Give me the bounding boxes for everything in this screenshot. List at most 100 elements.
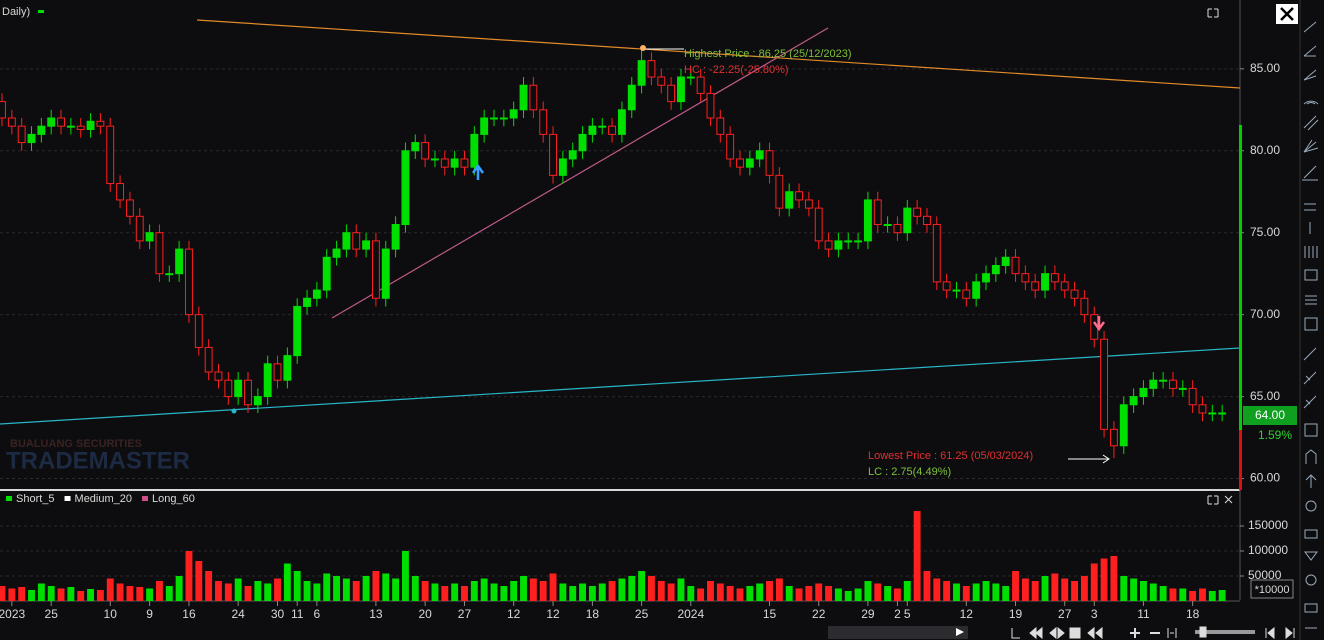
candle-body bbox=[1109, 428, 1118, 447]
volume-bar bbox=[834, 588, 842, 601]
candle-fill bbox=[884, 224, 892, 226]
nav-forward[interactable] bbox=[1087, 626, 1103, 640]
tool-hline[interactable] bbox=[1304, 203, 1316, 211]
tool-filter[interactable] bbox=[1304, 551, 1318, 561]
x-tick-label: 2024 bbox=[677, 607, 704, 621]
volume-bar bbox=[884, 586, 892, 601]
zoom-thumb[interactable] bbox=[1199, 626, 1207, 638]
tool-settings[interactable] bbox=[1305, 500, 1317, 512]
toolbar bbox=[1302, 21, 1319, 629]
y-tick-label: 75.00 bbox=[1250, 225, 1280, 239]
candle-fill bbox=[500, 117, 508, 119]
volume-bar bbox=[283, 563, 291, 601]
candle-fill bbox=[1179, 388, 1187, 390]
volume-bar bbox=[746, 586, 754, 601]
candles bbox=[0, 48, 1227, 459]
volume-bar bbox=[146, 588, 154, 601]
candle-body bbox=[529, 84, 538, 111]
candle-fill bbox=[382, 249, 390, 299]
volume-bar bbox=[1110, 556, 1118, 601]
zoom-slider[interactable] bbox=[1195, 630, 1255, 634]
tool-line[interactable] bbox=[1303, 21, 1317, 33]
volume-bar bbox=[18, 587, 26, 601]
close-icon bbox=[1280, 7, 1294, 21]
candle-body bbox=[942, 281, 951, 291]
candle-body bbox=[371, 240, 380, 299]
lowest-label: Lowest Price : 61.25 (05/03/2024) bbox=[868, 450, 1033, 462]
tool-grid[interactable] bbox=[1304, 269, 1318, 281]
x-tick-label: 2 bbox=[894, 607, 901, 621]
volume-bar bbox=[165, 586, 173, 601]
volume-bar bbox=[362, 576, 370, 601]
volume-maximize-icon[interactable] bbox=[1207, 495, 1219, 505]
volume-bar bbox=[234, 578, 242, 601]
candle-fill bbox=[1208, 412, 1216, 414]
candle-body bbox=[1080, 297, 1089, 316]
candle-fill bbox=[834, 240, 842, 250]
candle-fill bbox=[1218, 412, 1226, 414]
maximize-icon[interactable] bbox=[1207, 8, 1219, 18]
volume-bar bbox=[756, 583, 764, 601]
tool-trend[interactable] bbox=[1302, 165, 1318, 181]
zoom-reset[interactable] bbox=[1167, 628, 1177, 638]
candle-fill bbox=[254, 396, 262, 405]
volume-bar bbox=[67, 587, 75, 601]
tool-print[interactable] bbox=[1304, 529, 1318, 539]
nav-first[interactable] bbox=[1265, 626, 1275, 640]
candle-body bbox=[824, 240, 833, 250]
candle-fill bbox=[559, 158, 567, 176]
hc-label: HC : -22.25(-25.80%) bbox=[684, 64, 789, 76]
tool-home[interactable] bbox=[1305, 449, 1317, 464]
volume-bar bbox=[57, 588, 65, 601]
volume-bar bbox=[667, 583, 675, 601]
navigation-controls bbox=[1011, 626, 1295, 640]
tool-channel[interactable] bbox=[1303, 115, 1319, 131]
candle-body bbox=[1011, 256, 1020, 275]
tool-pen[interactable] bbox=[1303, 371, 1317, 385]
tool-search[interactable] bbox=[1305, 574, 1317, 586]
candle-body bbox=[204, 346, 213, 373]
volume-bar bbox=[972, 583, 980, 601]
candle-body bbox=[549, 133, 557, 176]
volume-close-icon[interactable] bbox=[1224, 495, 1233, 504]
tool-gann[interactable] bbox=[1303, 139, 1319, 153]
volume-bar bbox=[992, 583, 1000, 601]
tool-cycle[interactable] bbox=[1304, 246, 1318, 258]
volume-bar bbox=[647, 576, 655, 601]
legend-label: Medium_20 bbox=[75, 493, 132, 505]
candle-fill bbox=[598, 126, 606, 128]
nav-last[interactable] bbox=[1285, 626, 1295, 640]
candle-fill bbox=[520, 85, 527, 110]
volume-bar bbox=[1218, 590, 1226, 601]
y-tick-label: 70.00 bbox=[1250, 307, 1280, 321]
nav-stop[interactable] bbox=[1069, 627, 1081, 639]
zoom-in[interactable] bbox=[1130, 628, 1140, 638]
candle-body bbox=[460, 158, 469, 168]
tool-up[interactable] bbox=[1305, 474, 1317, 488]
tool-fan[interactable] bbox=[1303, 69, 1317, 81]
tool-text[interactable] bbox=[1304, 423, 1318, 437]
scroll-right[interactable] bbox=[956, 628, 964, 636]
candle-fill bbox=[844, 240, 852, 242]
candle-fill bbox=[451, 158, 459, 168]
volume-bar bbox=[421, 581, 429, 601]
candle-body bbox=[155, 232, 164, 275]
scrollbar-track[interactable] bbox=[828, 626, 968, 639]
nav-step[interactable] bbox=[1049, 626, 1065, 640]
tool-arc[interactable] bbox=[1303, 100, 1319, 105]
volume-bar bbox=[155, 581, 163, 601]
tool-brush[interactable] bbox=[1303, 395, 1317, 409]
tool-box[interactable] bbox=[1304, 317, 1318, 331]
tool-angle[interactable] bbox=[1303, 45, 1317, 57]
nav-axis[interactable] bbox=[1011, 628, 1020, 639]
nav-rewind[interactable] bbox=[1029, 626, 1043, 640]
tool-fibo[interactable] bbox=[1305, 295, 1317, 305]
indicator-legend: Short_5 Medium_20 Long_60 bbox=[6, 493, 195, 505]
tool-save[interactable] bbox=[1304, 603, 1318, 613]
volume-bar bbox=[874, 583, 882, 601]
volume-bar bbox=[1179, 588, 1187, 601]
tool-ruler[interactable] bbox=[1303, 347, 1317, 361]
candle-body bbox=[273, 363, 282, 381]
y-tick-label: 60.00 bbox=[1250, 471, 1280, 485]
trend-line-support bbox=[331, 27, 829, 319]
